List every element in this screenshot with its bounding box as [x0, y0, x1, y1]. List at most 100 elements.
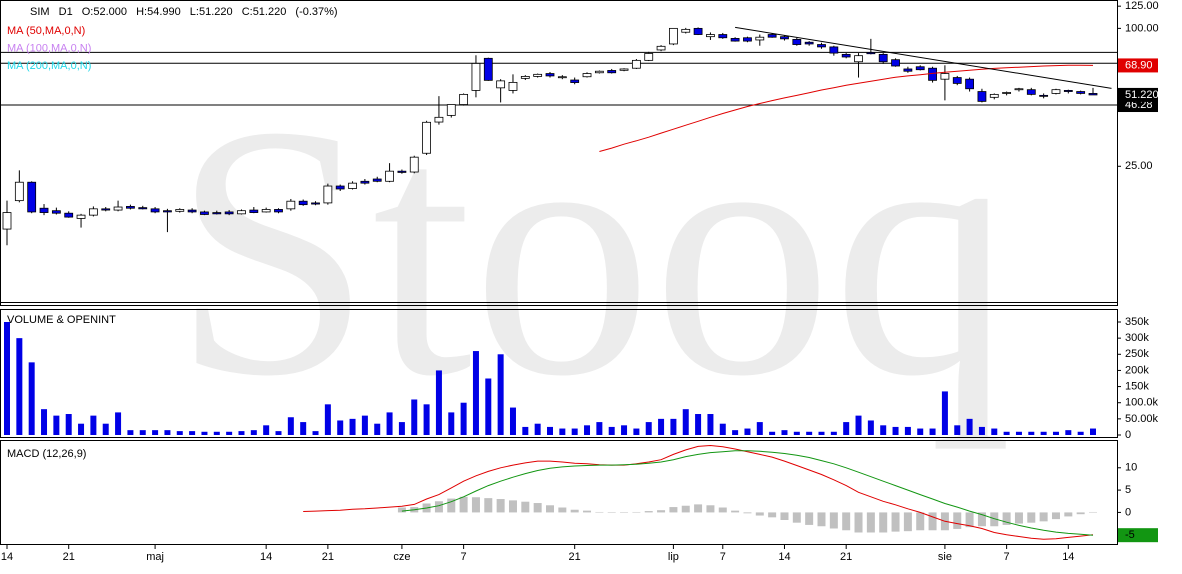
candle-body: [409, 156, 419, 173]
watermark: Stooq: [172, 51, 1012, 451]
histogram-bar: [546, 505, 554, 513]
candle-body: [39, 207, 49, 213]
volume-bar: [275, 431, 282, 435]
histogram-bar: [817, 512, 826, 527]
candle-body: [1076, 91, 1086, 94]
volume-bar: [781, 430, 788, 435]
volume-bar: [621, 425, 628, 435]
candle-body: [212, 212, 222, 215]
volume-bar: [1028, 431, 1035, 435]
x-tick-label: 7: [720, 551, 726, 563]
candle-body: [126, 206, 135, 209]
candle-body: [496, 80, 506, 89]
volume-bar: [707, 414, 714, 435]
volume-bar: [139, 430, 146, 435]
volume-bar: [65, 414, 72, 435]
volume-bar: [670, 418, 677, 435]
histogram-bar: [558, 507, 567, 513]
histogram-bar: [570, 509, 579, 513]
histogram-bar: [484, 498, 493, 513]
candle-body: [14, 181, 24, 202]
candle-body: [113, 206, 123, 211]
histogram-bar: [397, 507, 406, 513]
candle-body: [792, 39, 802, 45]
volume-bar: [954, 425, 961, 435]
histogram-bar: [1014, 512, 1023, 524]
histogram-bar: [657, 510, 666, 513]
candle-body: [866, 52, 876, 55]
histogram-bar: [928, 512, 937, 531]
volume-bar: [1090, 428, 1096, 435]
change-text: (-0.37%): [295, 6, 337, 18]
trend-line: [735, 26, 1112, 89]
volume-bar: [435, 370, 442, 435]
y-tick-label: 25.00: [1125, 160, 1153, 172]
candle-body: [804, 41, 814, 45]
histogram-bar: [434, 501, 443, 513]
volume-bar: [867, 420, 874, 435]
histogram-bar: [471, 497, 480, 513]
candle-body: [977, 91, 987, 102]
histogram-bar: [644, 511, 653, 513]
candle-body: [237, 210, 246, 215]
x-tick-label: maj: [146, 551, 164, 563]
y-tick-label: 200k: [1125, 364, 1149, 376]
volume-bar: [423, 404, 430, 435]
x-tick-label: 7: [1004, 551, 1010, 563]
volume-bar: [250, 430, 257, 435]
histogram-bar: [459, 496, 468, 513]
volume-bar: [559, 428, 566, 435]
y-tick-label: 350k: [1125, 316, 1149, 328]
candle-body: [101, 208, 111, 211]
candle-body: [854, 55, 863, 63]
candle-body: [261, 209, 271, 213]
volume-bar: [978, 426, 985, 435]
volume-bar: [744, 428, 751, 435]
candle-body: [557, 76, 567, 79]
histogram-bar: [508, 500, 517, 513]
candle-body: [1014, 88, 1024, 91]
candle-body: [311, 202, 320, 205]
candle-body: [1026, 89, 1036, 95]
volume-bar: [201, 431, 208, 435]
x-tick-label: 14: [1062, 551, 1074, 563]
histogram-bar: [990, 512, 999, 527]
volume-bar: [966, 418, 973, 435]
volume-bar: [238, 431, 245, 435]
candle-body: [397, 170, 407, 173]
volume-bar: [4, 322, 10, 435]
candle-body: [249, 209, 259, 213]
signal-last-label-box: [1118, 528, 1158, 543]
volume-bar: [917, 428, 924, 435]
candle-body: [730, 38, 740, 42]
candle-body: [385, 170, 394, 182]
macd-line: [303, 444, 1094, 540]
watermark-layer: Stooq: [172, 51, 1012, 451]
volume-bar: [855, 415, 862, 435]
volume-bar: [991, 428, 998, 435]
interval: D1: [59, 6, 73, 18]
candle-body: [138, 207, 148, 210]
histogram-bar: [1089, 511, 1097, 513]
volume-bar: [485, 378, 492, 435]
volume-bar: [213, 431, 220, 435]
y-tick-label: 125.00: [1125, 0, 1159, 12]
candle-body: [940, 73, 950, 80]
candle-body: [298, 200, 308, 206]
volume-bar: [41, 409, 48, 435]
histogram-bar: [533, 503, 542, 513]
candle-body: [841, 53, 851, 58]
volume-bar: [386, 412, 393, 435]
volume-bar: [633, 428, 640, 435]
candle-body: [471, 63, 481, 91]
candle-body: [767, 34, 777, 38]
candle-body: [187, 209, 197, 213]
volume-bar: [1052, 431, 1059, 435]
low-text: L:51.220: [190, 6, 233, 18]
volume-bar: [769, 431, 776, 435]
volume-bar: [300, 422, 307, 435]
open-text: O:52.000: [82, 6, 127, 18]
candle-body: [27, 181, 37, 213]
candle-body: [1063, 90, 1073, 92]
